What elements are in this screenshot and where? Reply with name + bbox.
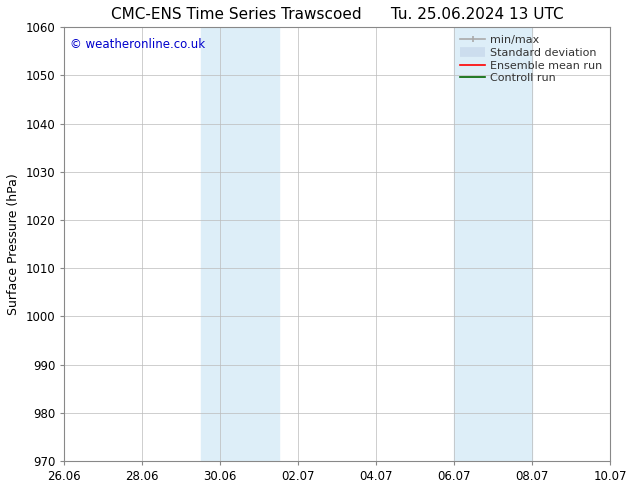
- Legend: min/max, Standard deviation, Ensemble mean run, Controll run: min/max, Standard deviation, Ensemble me…: [458, 33, 605, 86]
- Title: CMC-ENS Time Series Trawscoed      Tu. 25.06.2024 13 UTC: CMC-ENS Time Series Trawscoed Tu. 25.06.…: [111, 7, 564, 22]
- Text: © weatheronline.co.uk: © weatheronline.co.uk: [70, 38, 205, 51]
- Bar: [201, 27, 279, 461]
- Y-axis label: Surface Pressure (hPa): Surface Pressure (hPa): [7, 173, 20, 315]
- Bar: [455, 27, 533, 461]
